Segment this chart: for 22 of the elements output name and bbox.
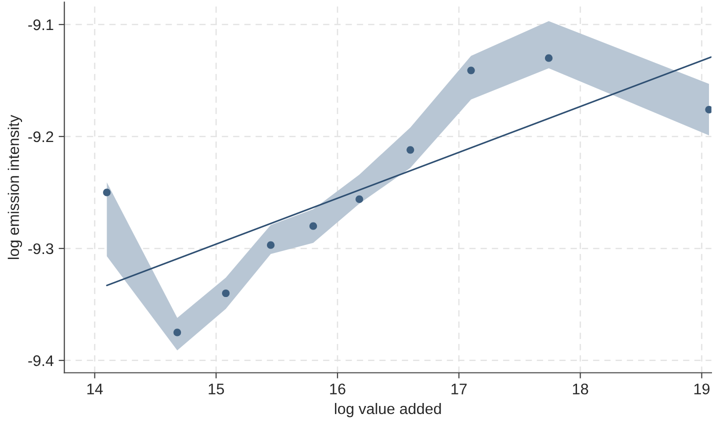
y-tick-label: -9.2 <box>28 131 54 142</box>
x-tick-label: 15 <box>208 384 224 394</box>
point <box>309 222 318 230</box>
point <box>705 106 712 114</box>
x-tick-label: 14 <box>87 384 103 394</box>
x-tick-label: 16 <box>330 384 346 394</box>
x-tick-label: 18 <box>572 384 588 394</box>
x-axis-title: log value added <box>334 402 441 418</box>
point <box>222 289 230 298</box>
point <box>266 241 275 249</box>
x-tick-label: 17 <box>452 384 467 394</box>
point <box>406 146 414 154</box>
point <box>103 188 111 196</box>
y-tick-label: -9.4 <box>28 355 54 366</box>
y-tick-label: -9.1 <box>28 19 54 30</box>
x-tick-label: 19 <box>694 384 710 394</box>
y-axis-title: log emission intensity <box>8 114 22 260</box>
point <box>173 328 182 336</box>
point <box>544 54 553 62</box>
point <box>467 66 475 74</box>
y-tick-label: -9.3 <box>28 243 54 254</box>
point <box>356 195 364 203</box>
